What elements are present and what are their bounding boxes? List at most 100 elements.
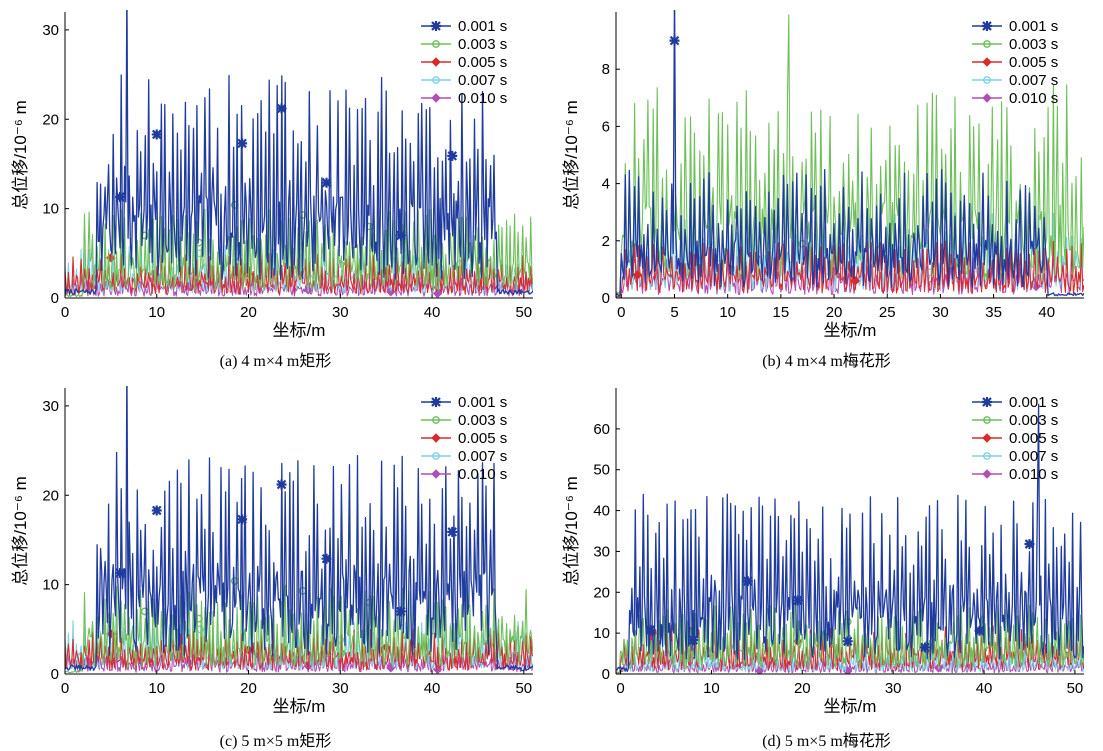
series-1-marker (742, 576, 753, 587)
legend-label-2: 0.003 s (458, 36, 507, 53)
series-line-1 (65, 10, 533, 296)
legend-marker-3 (982, 433, 992, 443)
legend-label-2: 0.003 s (1009, 36, 1058, 53)
x-tick-label: 20 (240, 304, 257, 321)
x-tick-label: 30 (332, 304, 349, 321)
chart-d: 0 10 20 30 40 50 0 10 20 30 40 50 60 坐标/m 总位移/10⁻⁶ m 0.… (562, 388, 1084, 716)
legend-marker-4 (983, 76, 991, 84)
x-tick-label: 20 (826, 304, 843, 321)
series-1-marker (395, 606, 406, 617)
y-tick-label: 60 (593, 421, 610, 438)
x-tick-label: 40 (1038, 304, 1055, 321)
x-tick-label: 10 (148, 680, 165, 697)
x-tick-label: 40 (976, 680, 993, 697)
y-tick-label: 20 (42, 111, 59, 128)
x-axis-label: 坐标/m (273, 321, 326, 340)
chart-b: 0 5 10 15 20 25 30 35 40 0 2 4 6 8 坐标/m 总位移/10⁻⁶ m 0.001… (562, 10, 1084, 340)
series-3-marker (850, 276, 861, 286)
y-tick-label: 30 (593, 543, 610, 560)
y-tick-label: 0 (602, 290, 610, 307)
series-1-marker (321, 553, 332, 564)
x-tick-label: 50 (1067, 680, 1084, 697)
legend-marker-1 (431, 21, 441, 31)
panel-d: 0 10 20 30 40 50 0 10 20 30 40 50 60 坐标/m 总位移/10⁻⁶ m 0.… (551, 376, 1102, 751)
legend-marker-2 (432, 416, 440, 424)
series-1-marker (115, 568, 126, 579)
series-line-4 (616, 644, 1084, 674)
y-tick-label: 50 (593, 462, 610, 479)
series-1-marker (395, 230, 406, 241)
y-axis-label: 总位移/10⁻⁶ m (562, 100, 581, 210)
caption-b: (b) 4 m×4 m梅花形 (762, 353, 891, 370)
series-line-3 (616, 240, 1084, 298)
legend-marker-3 (982, 57, 992, 67)
series-1-marker (276, 103, 287, 114)
y-tick-label: 10 (593, 625, 610, 642)
x-tick-label: 0 (61, 680, 69, 697)
series-1-marker (974, 625, 985, 636)
y-tick-label: 8 (602, 61, 610, 78)
series-line-1 (65, 386, 533, 672)
x-tick-label: 30 (332, 680, 349, 697)
legend-label-5: 0.010 s (1009, 466, 1058, 483)
x-tick-label: 50 (515, 304, 532, 321)
x-tick-label: 10 (719, 304, 736, 321)
plot-area (616, 403, 1084, 674)
x-axis-label: 坐标/m (824, 697, 877, 716)
legend-marker-5 (431, 469, 441, 479)
series-1-marker (688, 635, 699, 646)
legend-label-5: 0.010 s (458, 466, 507, 483)
legend-label-3: 0.005 s (458, 54, 507, 71)
series-line-2 (616, 14, 1084, 294)
y-tick-label: 30 (42, 398, 59, 415)
series-5-marker (754, 666, 765, 674)
x-tick-label: 10 (148, 304, 165, 321)
legend-marker-2 (983, 40, 991, 48)
legend-label-2: 0.003 s (1009, 412, 1058, 429)
y-axis-label: 总位移/10⁻⁶ m (562, 476, 581, 586)
legend-label-5: 0.010 s (458, 90, 507, 107)
series-1-marker (151, 505, 162, 516)
series-1-marker (237, 514, 248, 525)
legend-marker-3 (431, 57, 441, 67)
legend-label-3: 0.005 s (458, 430, 507, 447)
legend-label-2: 0.003 s (458, 412, 507, 429)
legend-marker-1 (982, 397, 992, 407)
legend-marker-5 (982, 469, 992, 479)
y-tick-label: 0 (602, 666, 610, 683)
plot-area (616, 10, 1084, 298)
caption-a: (a) 4 m×4 m矩形 (219, 353, 332, 370)
x-tick-label: 50 (515, 680, 532, 697)
x-tick-label: 5 (670, 304, 678, 321)
legend-label-3: 0.005 s (1009, 430, 1058, 447)
x-tick-label: 20 (240, 680, 257, 697)
y-axis-label: 总位移/10⁻⁶ m (11, 476, 30, 586)
series-1-marker (1024, 539, 1035, 550)
series-3-marker (632, 270, 642, 280)
legend-label-4: 0.007 s (458, 448, 507, 465)
panel-b: 0 5 10 15 20 25 30 35 40 0 2 4 6 8 坐标/m 总位移/10⁻⁶ m 0.001… (551, 0, 1102, 375)
series-2-marker (230, 577, 239, 585)
legend-marker-4 (983, 452, 991, 460)
y-tick-label: 10 (42, 577, 59, 594)
y-tick-label: 20 (593, 584, 610, 601)
caption-d: (d) 5 m×5 m梅花形 (762, 733, 891, 750)
series-line-4 (65, 244, 533, 295)
caption-c: (c) 5 m×5 m矩形 (219, 733, 332, 750)
series-4-marker (707, 657, 716, 666)
legend-marker-5 (431, 93, 441, 103)
legend-marker-2 (432, 40, 440, 48)
y-tick-label: 30 (42, 22, 59, 39)
y-tick-label: 2 (602, 233, 610, 250)
x-tick-label: 30 (885, 680, 902, 697)
x-tick-label: 0 (616, 680, 624, 697)
legend-label-4: 0.007 s (1009, 72, 1058, 89)
legend-label-1: 0.001 s (458, 394, 507, 411)
y-tick-label: 0 (51, 666, 59, 683)
x-tick-label: 10 (703, 680, 720, 697)
series-line-3 (65, 628, 533, 671)
legend-marker-1 (431, 397, 441, 407)
plot-area (65, 386, 533, 674)
y-axis-label: 总位移/10⁻⁶ m (11, 100, 30, 210)
